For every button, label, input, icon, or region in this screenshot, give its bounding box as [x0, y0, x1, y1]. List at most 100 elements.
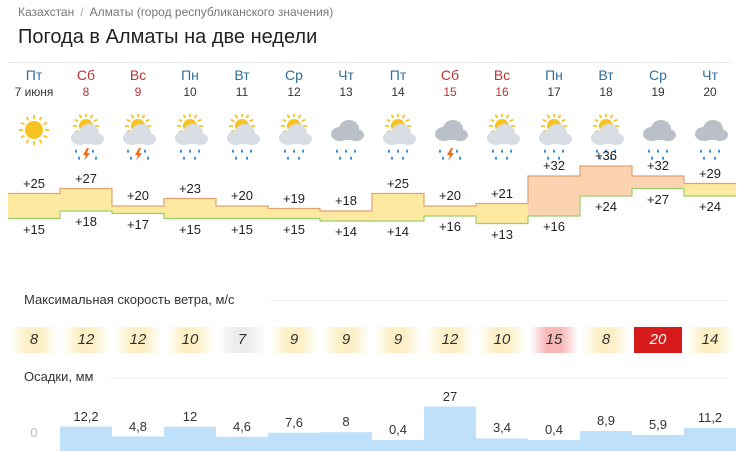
page-title: Погода в Алматы на две недели — [18, 26, 318, 48]
cloud-rain-icon — [695, 120, 728, 160]
day-column[interactable]: Чт 20 — [684, 66, 736, 100]
precip-bar — [684, 427, 736, 451]
breadcrumb-country[interactable]: Казахстан — [18, 5, 75, 19]
day-name: Пн — [545, 67, 563, 83]
temp-range-bar — [580, 166, 632, 196]
precip-value: 12,2 — [73, 408, 99, 424]
wind-speed-value: 7 — [218, 327, 266, 353]
sun-cloud-rain-icon — [487, 114, 520, 160]
day-column[interactable]: Вс 16 — [476, 66, 528, 100]
temp-min: +24 — [594, 199, 618, 214]
temp-min: +16 — [542, 219, 566, 234]
day-column[interactable]: Вс 9 — [112, 66, 164, 100]
temp-max: +21 — [490, 185, 514, 201]
day-date: 13 — [339, 85, 353, 99]
day-column[interactable]: Сб 8 — [60, 66, 112, 100]
day-date: 19 — [651, 85, 665, 99]
day-date: 11 — [235, 85, 249, 99]
day-column[interactable]: Вт 18 — [580, 66, 632, 100]
day-column[interactable]: Пт 14 — [372, 66, 424, 100]
temp-min: +15 — [282, 221, 306, 237]
wind-speed-value: 12 — [426, 327, 474, 353]
day-date: 9 — [134, 85, 142, 99]
temp-range-bar — [684, 183, 736, 196]
temp-min: +18 — [74, 214, 98, 229]
precip-value: 8,9 — [596, 412, 616, 428]
day-column[interactable]: Пн 17 — [528, 66, 580, 100]
temp-range-bar — [372, 193, 424, 221]
temp-min: +17 — [126, 216, 150, 232]
wind-divider — [270, 300, 728, 301]
precip-bar — [632, 435, 684, 451]
day-column[interactable]: Сб 15 — [424, 66, 476, 100]
temp-min: +24 — [698, 199, 722, 214]
precip-value: 27 — [442, 388, 458, 404]
precip-divider — [110, 378, 728, 379]
temp-range-bar — [424, 206, 476, 216]
temp-min: +16 — [438, 219, 462, 234]
precip-value: 7,6 — [284, 414, 304, 430]
breadcrumb: Казахстан / Алматы (город республиканского… — [18, 5, 333, 19]
temp-range-bar — [528, 176, 580, 216]
day-date: 17 — [547, 85, 561, 99]
precip-value: 3,4 — [492, 420, 512, 436]
day-column[interactable]: Пн 10 — [164, 66, 216, 100]
precip-value: 0,4 — [544, 422, 564, 437]
wind-speed-value: 10 — [478, 327, 526, 353]
temp-min: +15 — [230, 221, 254, 237]
temp-max: +20 — [230, 188, 254, 203]
wind-speed-value: 12 — [62, 327, 110, 353]
precip-value: 4,8 — [128, 418, 148, 434]
temp-max: +25 — [386, 175, 410, 191]
day-name: Сб — [440, 67, 460, 83]
wind-speed-value: 9 — [322, 327, 370, 353]
precip-bar — [424, 406, 476, 451]
day-column[interactable]: Вт 11 — [216, 66, 268, 100]
day-date: 18 — [599, 85, 613, 99]
breadcrumb-separator: / — [80, 5, 84, 19]
day-column[interactable]: Ср 19 — [632, 66, 684, 100]
temp-range-bar — [320, 211, 372, 221]
wind-speed-value: 14 — [686, 327, 734, 353]
wind-speed-value: 15 — [530, 327, 578, 353]
day-name: Вт — [598, 67, 614, 83]
day-column[interactable]: Ср 12 — [268, 66, 320, 100]
day-column[interactable]: Пт 7 июня — [8, 66, 60, 100]
precip-bar — [216, 436, 268, 451]
day-name: Ср — [649, 67, 667, 83]
temp-max: +29 — [698, 165, 722, 181]
day-name: Чт — [338, 67, 354, 83]
precip-bar — [112, 436, 164, 451]
temp-min: +14 — [386, 224, 410, 239]
day-column[interactable]: Чт 13 — [320, 66, 372, 100]
temp-range-bar — [112, 206, 164, 214]
sun-cloud-rain-icon — [383, 114, 416, 160]
sun-cloud-rain-icon — [227, 114, 260, 160]
temp-min: +15 — [178, 221, 202, 237]
breadcrumb-city[interactable]: Алматы (город республиканского значения) — [89, 5, 334, 19]
wind-speed-value: 9 — [374, 327, 422, 353]
temp-min: +14 — [334, 224, 358, 239]
day-name: Пн — [181, 67, 199, 83]
temp-max: +36 — [594, 148, 618, 163]
day-date: 12 — [287, 85, 301, 99]
temp-max: +23 — [178, 180, 202, 196]
precip-bar — [476, 438, 528, 451]
temp-max: +25 — [22, 175, 46, 191]
day-date: 16 — [495, 85, 509, 99]
day-name: Вт — [234, 67, 250, 83]
temp-min: +27 — [646, 191, 670, 207]
temp-min: +13 — [490, 226, 514, 242]
sun-cloud-rain-icon — [279, 114, 312, 160]
temp-range-bar — [216, 206, 268, 219]
sun-icon — [19, 115, 49, 145]
temp-range-bar — [632, 176, 684, 189]
precip-bar — [580, 430, 632, 451]
precip-bar — [320, 432, 372, 451]
precip-value: 4,6 — [232, 418, 252, 434]
temp-max: +20 — [126, 188, 150, 203]
temp-max: +18 — [334, 193, 358, 208]
precip-value: 11,2 — [697, 409, 723, 425]
